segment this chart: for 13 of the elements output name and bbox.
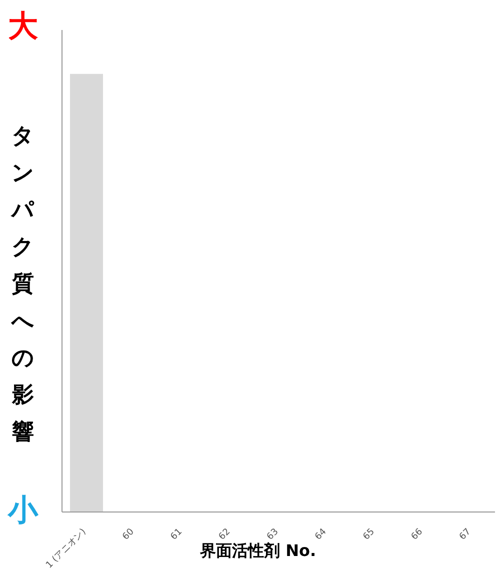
- text: 大: [8, 8, 38, 46]
- x-tick-label: 66: [410, 526, 426, 542]
- x-tick-label: 65: [362, 527, 377, 542]
- x-tick-label: 67: [458, 527, 474, 542]
- x-tick-label: 64: [314, 526, 329, 542]
- x-tick-label: 61: [169, 527, 184, 542]
- x-tick-label: 63: [265, 527, 281, 542]
- x-tick-label: 62: [217, 527, 233, 542]
- x-tick-label: 1 (アニオン): [44, 527, 88, 571]
- text: 小: [8, 492, 38, 530]
- x-axis-title: 界面活性剤 No.: [200, 541, 318, 562]
- x-tick-label: 60: [121, 526, 136, 542]
- text: タンパク質への影響: [12, 124, 34, 445]
